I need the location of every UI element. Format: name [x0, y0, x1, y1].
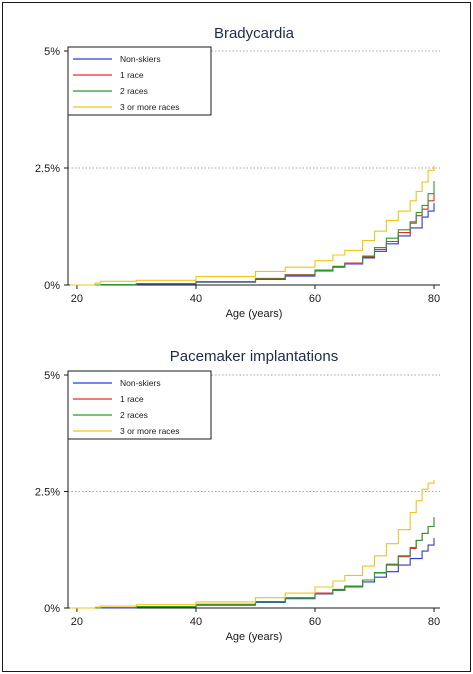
- legend-label: 3 or more races: [120, 426, 180, 436]
- y-tick-label: 5%: [44, 46, 60, 58]
- y-tick-label: 5%: [44, 370, 60, 382]
- legend-label: Non-skiers: [120, 378, 161, 388]
- series-baseline-4: [69, 607, 96, 609]
- y-tick-label: 2.5%: [35, 487, 60, 499]
- series-line-4: [94, 479, 435, 608]
- legend-box: [67, 46, 212, 116]
- legend-label: Non-skiers: [120, 54, 161, 64]
- legend-label: 2 races: [120, 86, 148, 96]
- series-line-1: [94, 203, 435, 286]
- legend-label: 2 races: [120, 410, 148, 420]
- x-axis-label: Age (years): [226, 308, 283, 320]
- y-tick-label: 2.5%: [35, 163, 60, 175]
- series-line-2: [100, 518, 435, 609]
- legend-label: 1 race: [120, 70, 144, 80]
- x-tick-label: 60: [309, 616, 321, 628]
- series-line-4: [94, 165, 435, 284]
- x-tick-label: 80: [428, 616, 440, 628]
- y-tick-label: 0%: [44, 603, 60, 615]
- x-tick-label: 40: [190, 616, 202, 628]
- x-tick-label: 60: [309, 293, 321, 305]
- legend-label: 3 or more races: [120, 102, 180, 112]
- series-line-3: [100, 517, 435, 609]
- chart-title: Pacemaker implantations: [170, 348, 338, 365]
- legend-box: [67, 370, 212, 440]
- x-tick-label: 20: [71, 616, 83, 628]
- x-tick-label: 80: [428, 293, 440, 305]
- x-tick-label: 40: [190, 293, 202, 305]
- chart-title: Bradycardia: [214, 25, 295, 42]
- series-baseline-4: [69, 283, 96, 286]
- x-axis-label: Age (years): [226, 631, 283, 643]
- legend-label: 1 race: [120, 394, 144, 404]
- y-tick-label: 0%: [44, 280, 60, 292]
- x-tick-label: 20: [71, 293, 83, 305]
- series-line-3: [100, 181, 435, 286]
